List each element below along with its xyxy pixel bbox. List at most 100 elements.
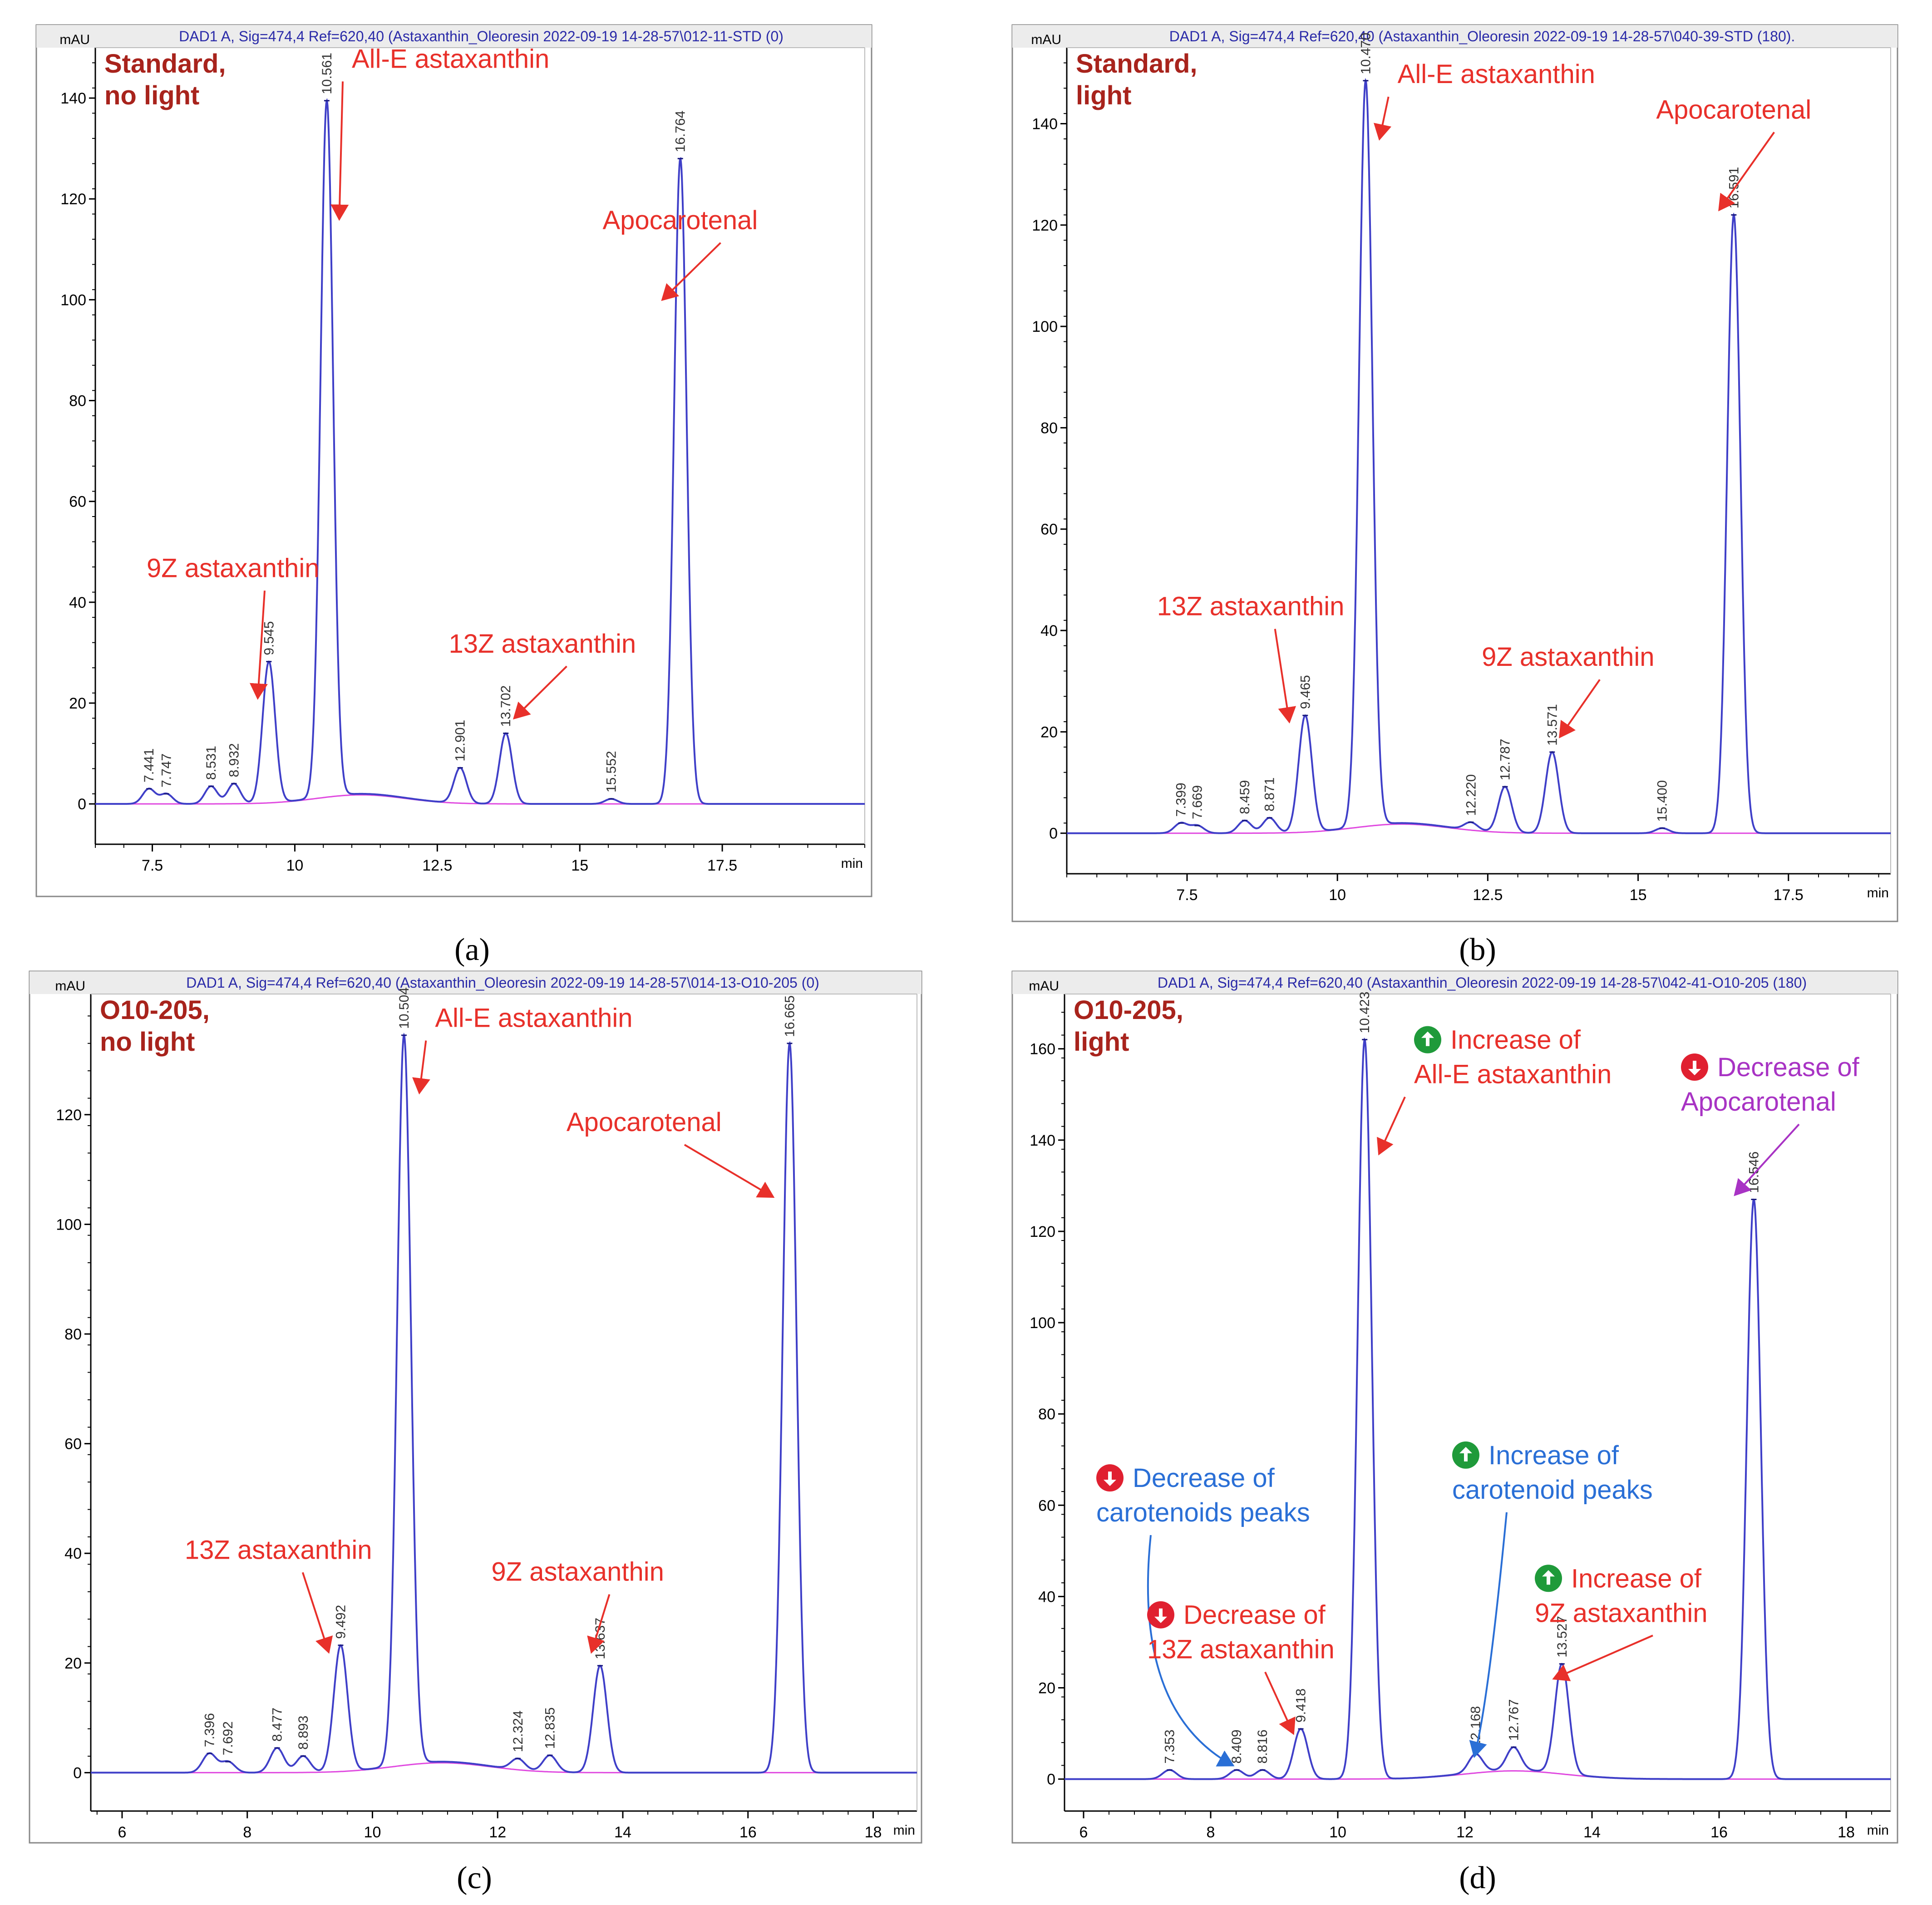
x-tick-label: 6 (1079, 1824, 1088, 1841)
x-tick-label: 12.5 (1473, 886, 1503, 904)
peak-rt-label: 12.767 (1506, 1699, 1521, 1741)
x-tick-label: 10 (1329, 886, 1346, 904)
y-tick-label: 60 (1038, 1497, 1055, 1514)
annotation-text: 13Z astaxanthin (448, 629, 636, 659)
x-tick-label: 12 (1456, 1824, 1474, 1841)
annotation-text: 9Z astaxanthin (147, 553, 319, 583)
x-tick-label: 18 (865, 1824, 882, 1841)
peak-rt-label: 16.764 (673, 111, 688, 153)
annotation-text: Apocarotenal (1656, 95, 1811, 124)
panel-frame (1011, 24, 1898, 922)
annotation-arrow (1377, 1096, 1406, 1156)
peak-rt-label: 9.418 (1294, 1688, 1309, 1723)
peak-rt-label: 12.324 (511, 1710, 526, 1752)
x-tick-label: 8 (1207, 1824, 1215, 1841)
annotation-text: 13Z astaxanthin (1157, 592, 1345, 621)
peak-rt-label: 13.702 (498, 685, 513, 727)
y-tick-label: 100 (1030, 1314, 1055, 1332)
x-tick-label: 6 (118, 1824, 126, 1841)
condition-label: Standard, (104, 49, 226, 79)
annotation-text: Increase of (1450, 1025, 1581, 1055)
y-tick-label: 20 (69, 695, 86, 712)
peak-rt-label: 10.504 (397, 987, 412, 1029)
x-tick-label: 7.5 (142, 857, 163, 874)
icon-arrow-head (1154, 1616, 1167, 1623)
panel-frame (29, 970, 922, 1844)
peak-rt-label: 13.571 (1545, 704, 1560, 746)
peak-rt-label: 15.552 (604, 751, 619, 793)
annotation-arrow (661, 242, 721, 301)
y-tick-label: 60 (1040, 521, 1058, 538)
peak-rt-label: 16.665 (782, 995, 797, 1037)
annotation-text: 13Z astaxanthin (185, 1535, 372, 1565)
peak-rt-label: 7.353 (1162, 1729, 1177, 1763)
peak-rt-label: 9.492 (333, 1605, 348, 1639)
y-axis-unit: mAU (59, 32, 90, 47)
x-tick-label: 15 (571, 857, 588, 874)
annotation-text: 9Z astaxanthin (1535, 1598, 1707, 1628)
peak-rt-label: 8.932 (227, 743, 242, 777)
icon-arrow-head (1421, 1031, 1434, 1038)
annotation-text: 9Z astaxanthin (1482, 642, 1654, 672)
y-tick-label: 140 (60, 90, 86, 107)
condition-label: O10-205, (100, 995, 210, 1025)
panel-label: (a) (454, 932, 490, 967)
y-tick-label: 140 (1032, 115, 1058, 133)
y-tick-label: 20 (64, 1655, 82, 1672)
y-tick-label: 120 (1030, 1223, 1055, 1240)
peak-rt-label: 7.441 (142, 748, 157, 783)
y-tick-label: 120 (60, 191, 86, 208)
annotation-arrow (1264, 1671, 1296, 1735)
panel-header-bar (1012, 25, 1898, 48)
icon-arrow-head (1542, 1570, 1555, 1577)
condition-label: O10-205, (1074, 995, 1183, 1025)
chromatogram-panel: DAD1 A, Sig=474,4 Ref=620,40 (Astaxanthi… (29, 970, 922, 1895)
y-tick-label: 140 (1030, 1132, 1055, 1149)
x-axis-unit: min (841, 856, 863, 871)
panel-label: (b) (1459, 932, 1496, 967)
y-tick-label: 120 (1032, 217, 1058, 234)
y-tick-label: 40 (69, 594, 86, 611)
panel-header-bar (36, 25, 872, 48)
chromatogram-trace (95, 98, 865, 805)
annotation-text: Decrease of (1133, 1463, 1275, 1493)
annotation-text: 13Z astaxanthin (1147, 1635, 1335, 1664)
y-tick-label: 0 (73, 1764, 82, 1782)
panel-header: DAD1 A, Sig=474,4 Ref=620,40 (Astaxanthi… (179, 28, 784, 44)
peak-rt-label: 12.901 (453, 720, 468, 762)
annotation-arrow (1374, 96, 1392, 141)
annotation-text: Decrease of (1183, 1600, 1326, 1630)
chromatogram-panel: DAD1 A, Sig=474,4 Ref=620,40 (Astaxanthi… (1011, 24, 1898, 967)
peak-rt-label: 9.545 (261, 621, 276, 655)
y-tick-label: 80 (1038, 1406, 1055, 1423)
peak-rt-label: 8.893 (296, 1716, 311, 1750)
x-tick-label: 12 (489, 1824, 506, 1841)
condition-label: light (1074, 1027, 1129, 1057)
annotation-arrow (1274, 629, 1296, 724)
annotation-text: All-E astaxanthin (1398, 59, 1595, 89)
annotation-text: All-E astaxanthin (435, 1003, 632, 1033)
y-tick-label: 40 (1038, 1588, 1055, 1605)
y-tick-label: 40 (1040, 622, 1058, 640)
peak-rt-label: 10.423 (1357, 992, 1372, 1034)
annotation-text: Decrease of (1717, 1053, 1860, 1082)
chromatogram-trace (1067, 78, 1891, 834)
condition-label: no light (100, 1027, 195, 1057)
y-tick-label: 100 (60, 291, 86, 309)
y-tick-label: 100 (56, 1216, 82, 1233)
y-tick-label: 60 (69, 493, 86, 511)
x-tick-label: 10 (1329, 1824, 1346, 1841)
y-tick-label: 60 (64, 1436, 82, 1453)
peak-rt-label: 7.747 (159, 753, 174, 788)
x-axis-unit: min (1867, 886, 1889, 901)
y-tick-label: 160 (1030, 1041, 1055, 1058)
annotation-text: Apocarotenal (602, 206, 758, 235)
panel-header-bar (1012, 971, 1898, 994)
peak-rt-label: 15.400 (1655, 780, 1670, 822)
panel-label: (c) (457, 1861, 492, 1895)
x-tick-label: 16 (739, 1824, 757, 1841)
annotation-arrow (1559, 679, 1601, 738)
peak-rt-label: 10.470 (1358, 33, 1373, 74)
icon-arrow-head (1104, 1480, 1116, 1487)
